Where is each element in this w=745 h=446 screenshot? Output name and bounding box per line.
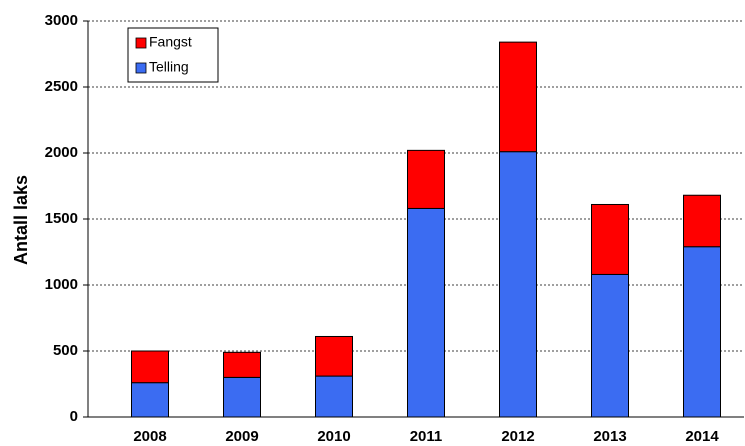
bar-segment	[683, 194, 721, 248]
y-tick-label: 1500	[45, 210, 78, 227]
y-tick-label: 1000	[45, 276, 78, 293]
bar-segment	[315, 375, 353, 418]
bar-segment	[591, 273, 629, 418]
y-axis-label: Antall laks	[11, 175, 31, 265]
x-tick-label: 2012	[501, 428, 534, 445]
bar-segment	[499, 41, 537, 153]
x-tick-label: 2011	[410, 428, 443, 445]
bar-segment	[131, 350, 169, 384]
bar-segment	[683, 246, 721, 418]
x-tick-label: 2010	[317, 428, 350, 445]
bar-segment	[407, 149, 445, 209]
y-tick-label: 500	[53, 342, 78, 359]
bar-segment	[131, 382, 169, 418]
bar-segment	[223, 351, 261, 378]
y-tick-label: 0	[70, 408, 78, 425]
x-tick-label: 2009	[225, 428, 258, 445]
legend-label: Fangst	[149, 34, 192, 50]
bar-segment	[315, 335, 353, 377]
x-tick-label: 2008	[133, 428, 166, 445]
bar-segment	[499, 151, 537, 418]
legend: Fangst Telling	[127, 27, 219, 83]
bar-segment	[223, 376, 261, 418]
bar-segment	[591, 203, 629, 275]
legend-swatch	[135, 62, 147, 74]
y-tick-label: 2000	[45, 144, 78, 161]
y-tick-label: 3000	[45, 12, 78, 29]
y-tick-label: 2500	[45, 78, 78, 95]
bar-segment	[407, 207, 445, 418]
legend-swatch	[135, 37, 147, 49]
legend-label: Telling	[149, 59, 189, 75]
x-tick-label: 2014	[685, 428, 719, 445]
x-tick-label: 2013	[593, 428, 626, 445]
